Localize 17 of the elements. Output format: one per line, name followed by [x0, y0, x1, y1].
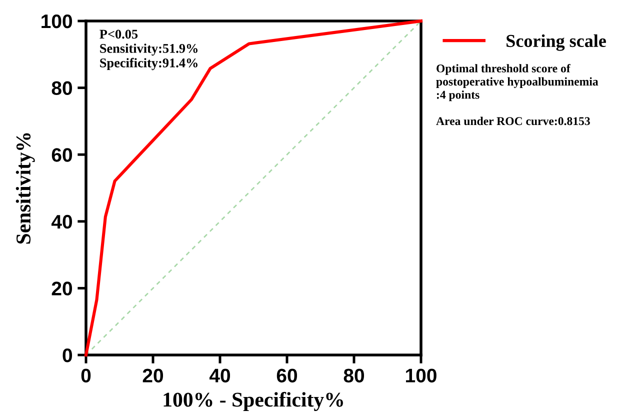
y-tick-label: 80: [52, 81, 72, 96]
x-tick-label: 40: [209, 368, 230, 382]
x-axis-title: 100% - Specificity%: [164, 392, 343, 412]
y-tick-label: 60: [52, 148, 72, 162]
y-tick-label: 20: [52, 282, 72, 296]
x-tick-label: 0: [81, 368, 91, 382]
y-tick-label: 40: [51, 214, 72, 229]
x-tick-label: 100: [406, 368, 436, 382]
legend-label: Scoring scale: [506, 34, 606, 51]
y-tick-label: 100: [42, 14, 72, 28]
y-axis-title: Sensitivity%: [16, 133, 35, 244]
x-tick-label: 60: [276, 368, 298, 382]
x-tick-label: 80: [344, 368, 364, 382]
x-tick-label: 20: [142, 368, 164, 382]
annotation: P<0.05 Sensitivity:51.9% Specificity:91.4%: [100, 30, 198, 70]
y-tick-label: 0: [62, 348, 72, 362]
text: Optimal threshold score of postoperative hypoalbuminemia :4 points Area under ROC curve:0.8153: [436, 64, 598, 126]
